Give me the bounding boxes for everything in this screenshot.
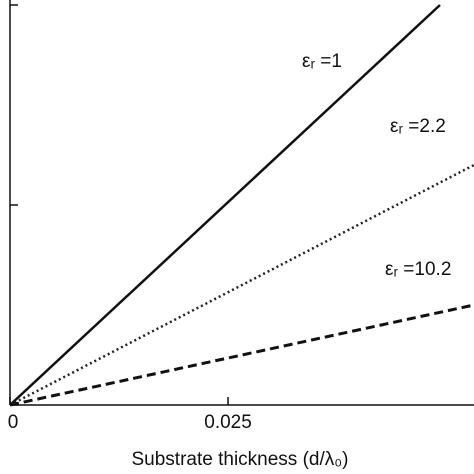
series-line [9, 163, 474, 407]
series-line [9, 4, 441, 406]
x-axis-label: Substrate thickness (d/λ₀) [132, 449, 349, 470]
series-label: εᵣ =10.2 [385, 259, 451, 280]
x-tick-label: 0 [8, 412, 19, 433]
series-label: εᵣ =2.2 [390, 116, 446, 137]
series-label: εᵣ =1 [302, 51, 342, 72]
series-line [9, 303, 474, 407]
x-tick-label: 0.025 [204, 412, 252, 433]
